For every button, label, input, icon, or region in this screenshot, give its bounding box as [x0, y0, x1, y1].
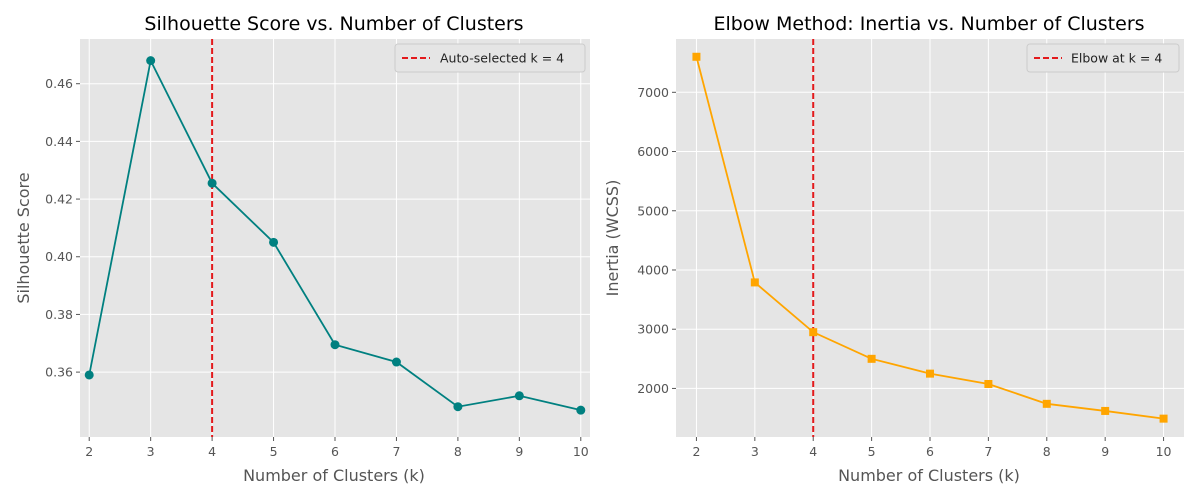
x-tick-label: 4 [208, 444, 216, 459]
grid-lines [676, 39, 1184, 437]
x-tick-label: 10 [573, 444, 589, 459]
data-point [453, 402, 463, 412]
data-point [867, 354, 876, 363]
y-tick-label: 3000 [637, 322, 669, 337]
y-tick-label: 0.40 [45, 249, 73, 264]
data-point [1159, 414, 1168, 423]
legend-box [394, 43, 586, 73]
x-axis-label: Number of Clusters (k) [243, 466, 425, 485]
y-tick-label: 6000 [637, 144, 669, 159]
y-tick-label: 0.46 [45, 76, 73, 91]
x-tick-label: 7 [984, 444, 992, 459]
x-tick-label: 5 [270, 444, 278, 459]
data-point [269, 237, 279, 247]
data-point [146, 56, 156, 66]
data-point [1042, 399, 1051, 408]
data-point [750, 278, 759, 287]
data-point [1101, 406, 1110, 415]
data-point [984, 379, 993, 388]
x-tick-label: 8 [454, 444, 462, 459]
x-tick-label: 4 [809, 444, 817, 459]
y-axis-label: Inertia (WCSS) [603, 180, 622, 297]
y-tick-label: 0.42 [45, 192, 73, 207]
legend-entry: Auto-selected k = 4 [440, 51, 564, 66]
data-point [926, 369, 934, 378]
x-ticks: 2 3 4 5 6 7 8 9 10 [85, 437, 589, 459]
legend-entry: Elbow at k = 4 [1071, 51, 1162, 66]
chart-title: Silhouette Score vs. Number of Clusters [144, 13, 523, 35]
x-tick-label: 8 [1043, 444, 1051, 459]
x-tick-label: 2 [85, 444, 93, 459]
x-tick-label: 5 [868, 444, 876, 459]
x-tick-label: 6 [331, 444, 339, 459]
legend: Elbow at k = 4 [1026, 43, 1180, 73]
data-point [514, 391, 524, 401]
x-ticks: 2 3 4 5 6 7 8 9 10 [692, 437, 1172, 459]
x-tick-label: 6 [926, 444, 934, 459]
data-point [330, 340, 340, 350]
x-tick-label: 7 [392, 444, 400, 459]
elbow-chart: Elbow Method: Inertia vs. Number of Clus… [603, 13, 1184, 485]
x-tick-label: 2 [692, 444, 700, 459]
y-tick-label: 2000 [637, 381, 669, 396]
y-tick-label: 0.44 [45, 134, 73, 149]
data-point [207, 178, 217, 188]
y-ticks: 0.36 0.38 0.40 0.42 0.44 0.46 [45, 76, 80, 380]
data-point [692, 52, 701, 61]
chart-title: Elbow Method: Inertia vs. Number of Clus… [713, 13, 1144, 35]
y-ticks: 2000 3000 4000 5000 6000 7000 [637, 85, 676, 396]
y-axis-label: Silhouette Score [14, 172, 33, 303]
y-tick-label: 4000 [637, 262, 669, 277]
y-tick-label: 7000 [637, 85, 669, 100]
series-layer [692, 52, 1168, 423]
data-point [809, 328, 818, 337]
series-layer [84, 56, 586, 415]
y-tick-label: 0.36 [45, 365, 73, 380]
x-tick-label: 10 [1156, 444, 1172, 459]
data-point [84, 370, 94, 380]
x-tick-label: 3 [147, 444, 155, 459]
x-tick-label: 9 [1101, 444, 1109, 459]
data-point [576, 405, 586, 415]
x-axis-label: Number of Clusters (k) [838, 466, 1020, 485]
legend-box [1026, 43, 1180, 73]
y-tick-label: 5000 [637, 203, 669, 218]
data-point [391, 357, 401, 367]
legend: Auto-selected k = 4 [394, 43, 586, 73]
x-tick-label: 9 [515, 444, 523, 459]
x-tick-label: 3 [751, 444, 759, 459]
y-tick-label: 0.38 [45, 307, 73, 322]
silhouette-chart: Silhouette Score vs. Number of Clusters … [14, 13, 590, 485]
